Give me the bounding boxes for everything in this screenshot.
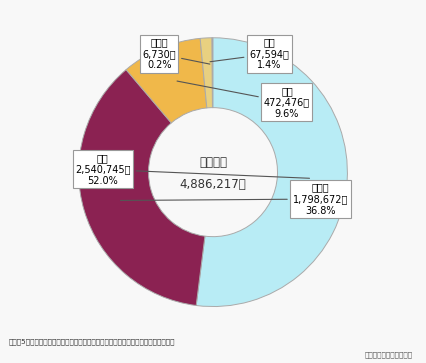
Text: その他
6,730人
0.2%: その他 6,730人 0.2% bbox=[142, 37, 210, 70]
Wedge shape bbox=[126, 38, 207, 123]
Wedge shape bbox=[212, 38, 213, 108]
Wedge shape bbox=[196, 38, 347, 306]
Wedge shape bbox=[79, 70, 205, 306]
Text: 中等症
1,798,672人
36.8%: 中等症 1,798,672人 36.8% bbox=[121, 183, 348, 216]
Text: 搬送人員: 搬送人員 bbox=[199, 156, 227, 169]
Text: 軽症
2,540,745人
52.0%: 軽症 2,540,745人 52.0% bbox=[75, 153, 309, 186]
Text: 重症：5週間以上の入院が必要　軽症：入院の必要なし　中等症：重症、軽症以外。: 重症：5週間以上の入院が必要 軽症：入院の必要なし 中等症：重症、軽症以外。 bbox=[9, 338, 175, 344]
Text: 死亡
67,594人
1.4%: 死亡 67,594人 1.4% bbox=[210, 37, 289, 70]
Text: 出典：総務省消防庁資料: 出典：総務省消防庁資料 bbox=[365, 351, 413, 358]
Text: 4,886,217人: 4,886,217人 bbox=[180, 178, 246, 191]
Text: 重症
472,476人
9.6%: 重症 472,476人 9.6% bbox=[177, 81, 310, 119]
Wedge shape bbox=[200, 38, 213, 108]
